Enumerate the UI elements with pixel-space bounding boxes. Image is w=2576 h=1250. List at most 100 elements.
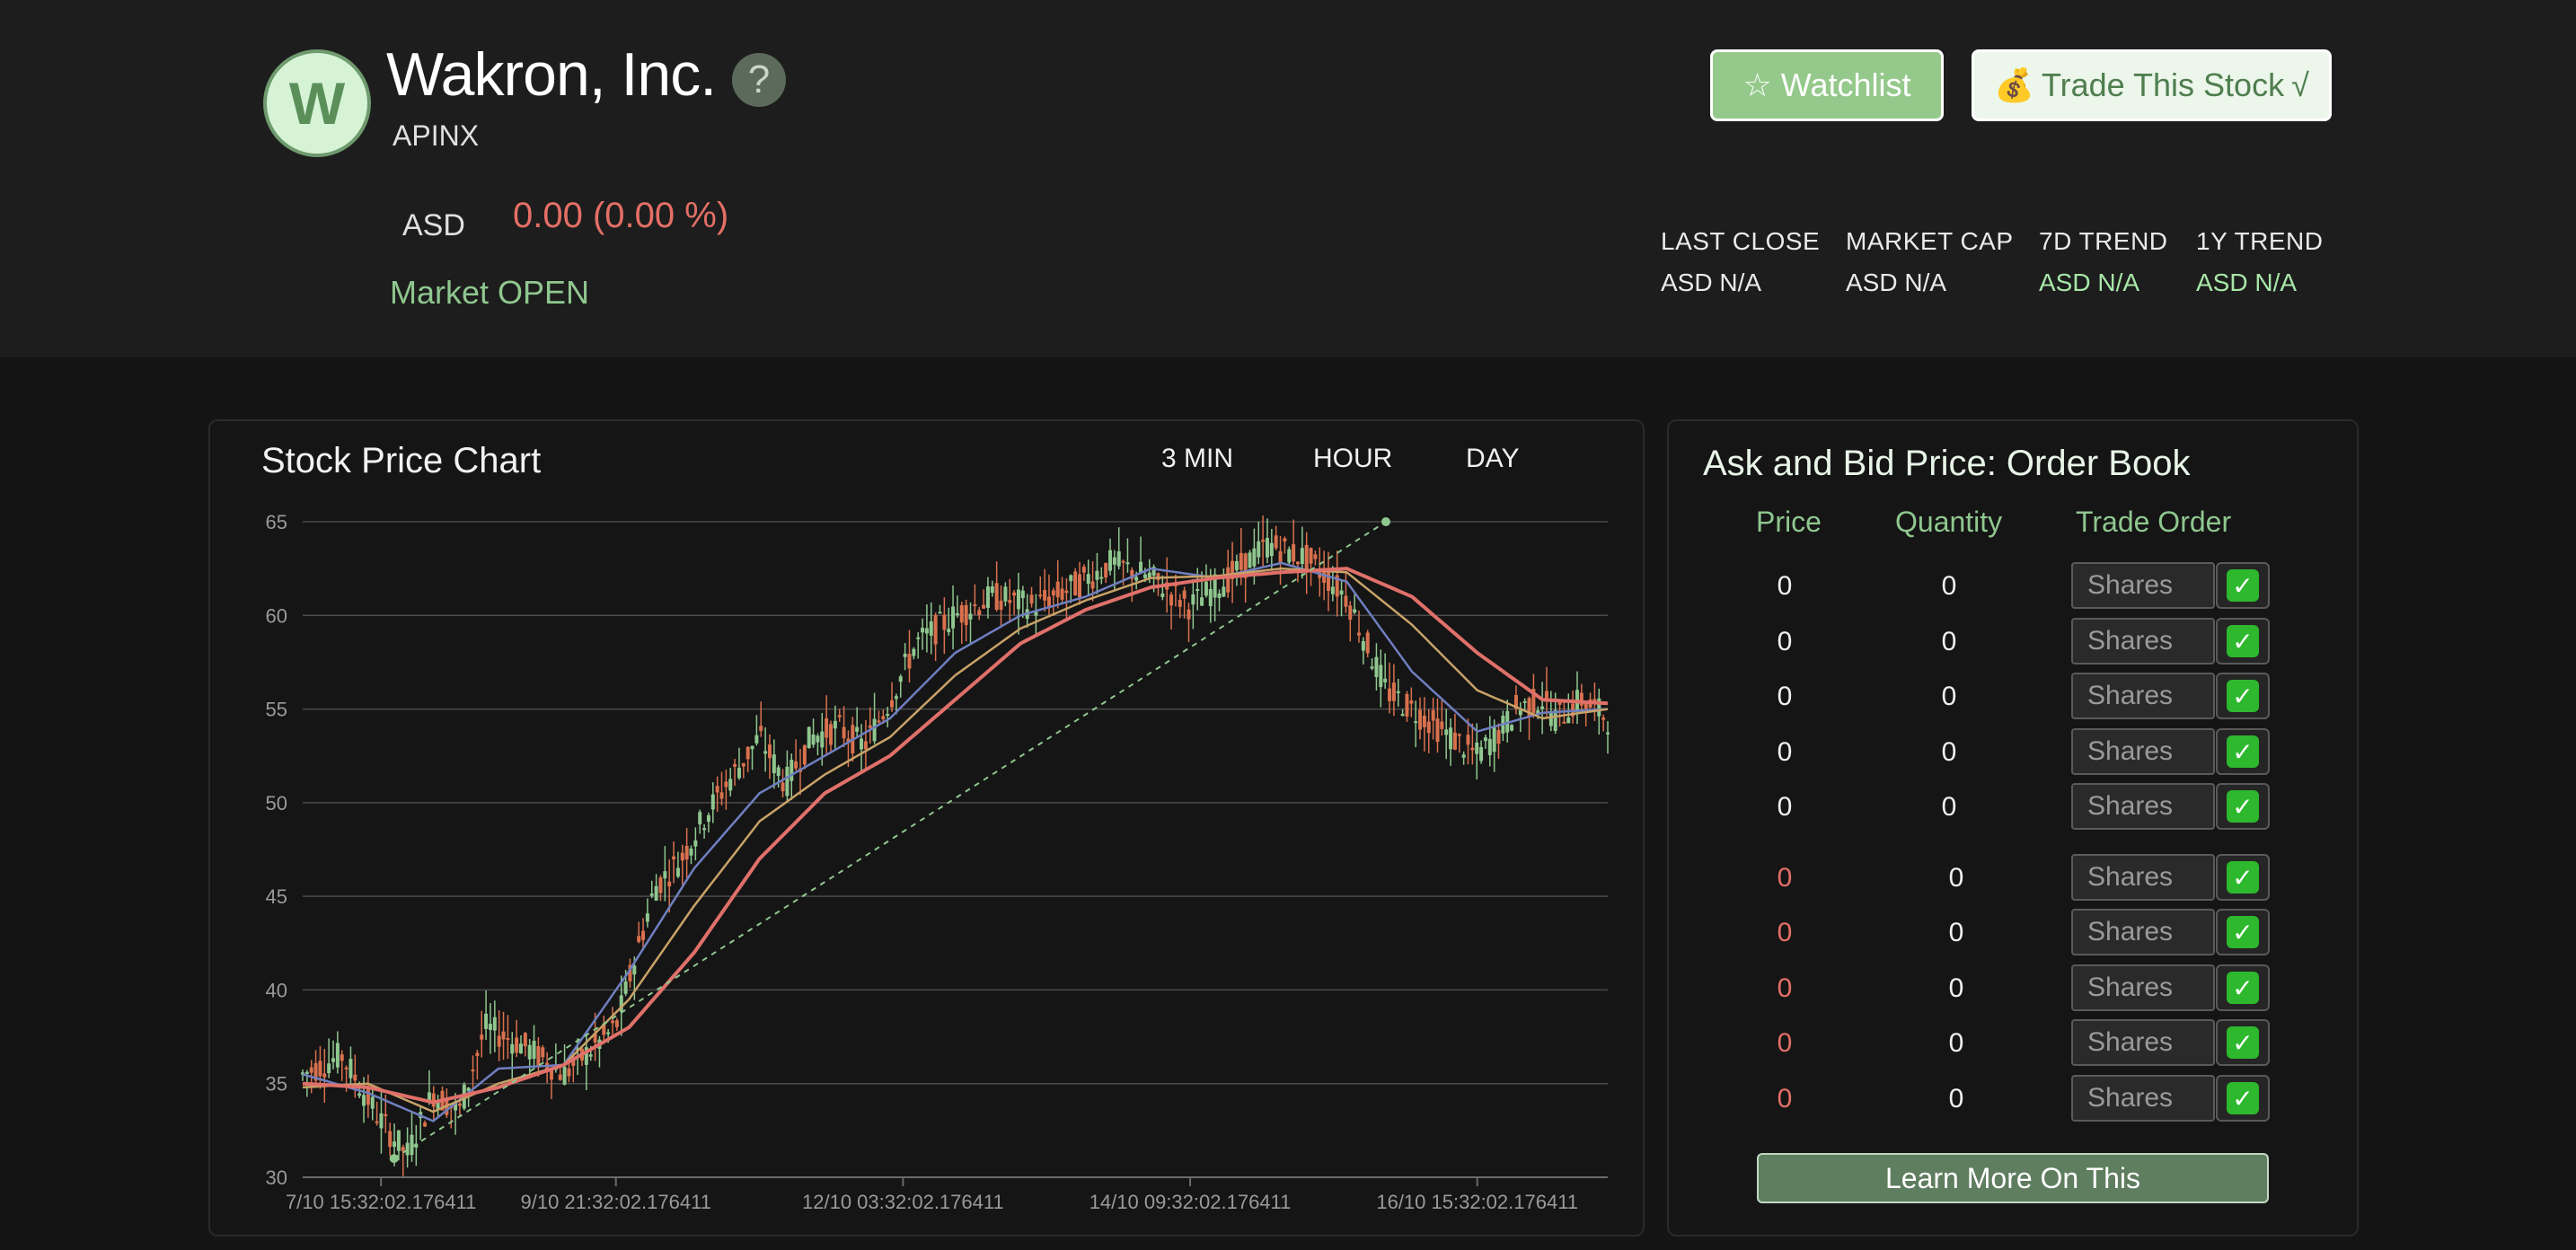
candle-body [492, 1017, 497, 1031]
confirm-order-button[interactable]: ✓ [2216, 964, 2270, 1011]
shares-input[interactable]: Shares [2071, 783, 2215, 830]
check-icon: ✓ [2227, 790, 2259, 823]
timeframe-hour[interactable]: HOUR [1313, 444, 1393, 473]
order-quantity: 0 [1948, 1084, 1964, 1114]
candle-body [1051, 590, 1055, 596]
price-chart[interactable]: 30 35 40 45 50 55 60 65 7/10 15:32:02.176411 9/1… [251, 503, 1626, 1221]
candle-body [955, 612, 959, 616]
help-icon[interactable]: ? [732, 53, 786, 107]
order-price: 0 [1777, 737, 1793, 767]
shares-input[interactable]: Shares [2071, 1075, 2215, 1122]
candle-body [825, 717, 829, 738]
check-icon: ✓ [2227, 1026, 2259, 1059]
candle-body [1090, 581, 1095, 589]
currency-label: ASD [402, 208, 465, 242]
candle-body [431, 1093, 436, 1107]
confirm-order-button[interactable]: ✓ [2216, 909, 2270, 955]
order-quantity: 0 [1948, 918, 1964, 947]
shares-input[interactable]: Shares [2071, 854, 2215, 901]
candle-body [506, 1038, 510, 1041]
candle-body [994, 583, 999, 610]
shares-input[interactable]: Shares [2071, 673, 2215, 719]
candle-body [375, 1121, 379, 1123]
candle-body [1248, 552, 1252, 568]
shares-input[interactable]: Shares [2071, 1019, 2215, 1066]
candle-body [868, 725, 872, 728]
candle-body [1016, 589, 1020, 610]
candle-body [1213, 574, 1217, 598]
order-price: 0 [1777, 973, 1793, 1003]
candle-body [719, 792, 724, 799]
candle-body [1527, 698, 1531, 717]
timeframe-3min[interactable]: 3 MIN [1161, 444, 1234, 473]
candle-body [1313, 554, 1318, 559]
candle-body [401, 1147, 405, 1152]
candle-body [1287, 549, 1292, 563]
candle-body [903, 653, 907, 657]
candle-body [1142, 574, 1147, 578]
candle-body [724, 781, 728, 788]
trade-stock-button[interactable]: 💰 Trade This Stock √ [1972, 49, 2332, 121]
candle-body [484, 1013, 489, 1029]
candle-body [357, 1093, 362, 1096]
confirm-order-button[interactable]: ✓ [2216, 562, 2270, 609]
candle-body [942, 614, 947, 630]
candle-body [388, 1131, 393, 1148]
y-tick-label: 40 [266, 979, 287, 1001]
learn-more-button[interactable]: Learn More On This [1757, 1153, 2269, 1203]
shares-input[interactable]: Shares [2071, 562, 2215, 609]
confirm-order-button[interactable]: ✓ [2216, 618, 2270, 665]
candle-body [1400, 714, 1405, 717]
candle-body [501, 1031, 506, 1040]
candle-body [1452, 732, 1457, 750]
check-icon: ✓ [2227, 972, 2259, 1004]
x-tick-label: 12/10 03:32:02.176411 [802, 1191, 1004, 1213]
candle-body [1234, 560, 1239, 571]
candle-body [393, 1141, 397, 1148]
candle-body [541, 1047, 545, 1058]
confirm-order-button[interactable]: ✓ [2216, 783, 2270, 830]
confirm-order-button[interactable]: ✓ [2216, 728, 2270, 775]
candle-body [619, 995, 623, 1012]
candle-body [881, 716, 886, 719]
confirm-order-button[interactable]: ✓ [2216, 1075, 2270, 1122]
candle-body [532, 1040, 536, 1060]
stat-value: ASD N/A [2196, 268, 2298, 296]
candle-body [1108, 550, 1113, 571]
candle-body [1579, 692, 1584, 706]
y-tick-label: 65 [266, 511, 287, 533]
shares-input[interactable]: Shares [2071, 909, 2215, 955]
candle-body [584, 1047, 588, 1065]
candle-body [1414, 721, 1418, 724]
shares-input[interactable]: Shares [2071, 728, 2215, 775]
candle-body [811, 734, 816, 745]
confirm-order-button[interactable]: ✓ [2216, 854, 2270, 901]
candle-body [318, 1061, 322, 1077]
candle-body [1330, 586, 1335, 594]
confirm-order-button[interactable]: ✓ [2216, 1019, 2270, 1066]
candle-body [475, 1052, 480, 1056]
candle-body [611, 1020, 615, 1024]
candle-body [833, 720, 837, 729]
stat-1y-trend: 1Y TREND ASD N/A [2196, 227, 2323, 297]
watchlist-button[interactable]: ☆ Watchlist [1710, 49, 1944, 121]
candle-body [706, 814, 710, 823]
candle-body [1505, 710, 1510, 733]
confirm-order-button[interactable]: ✓ [2216, 673, 2270, 719]
candle-body [667, 881, 672, 887]
shares-input[interactable]: Shares [2071, 964, 2215, 1011]
candle-body [1388, 688, 1392, 701]
candle-body [423, 1122, 428, 1127]
candle-body [436, 1100, 440, 1110]
candle-body [344, 1067, 348, 1070]
candle-body [1383, 678, 1388, 682]
candle-body [1435, 718, 1440, 743]
order-quantity: 0 [1948, 973, 1964, 1003]
candle-body [921, 628, 925, 633]
candle-body [1292, 544, 1296, 562]
timeframe-day[interactable]: DAY [1466, 444, 1520, 473]
candle-body [872, 718, 877, 742]
shares-input[interactable]: Shares [2071, 618, 2215, 665]
candle-body [929, 621, 933, 636]
check-icon: ✓ [2227, 680, 2259, 712]
